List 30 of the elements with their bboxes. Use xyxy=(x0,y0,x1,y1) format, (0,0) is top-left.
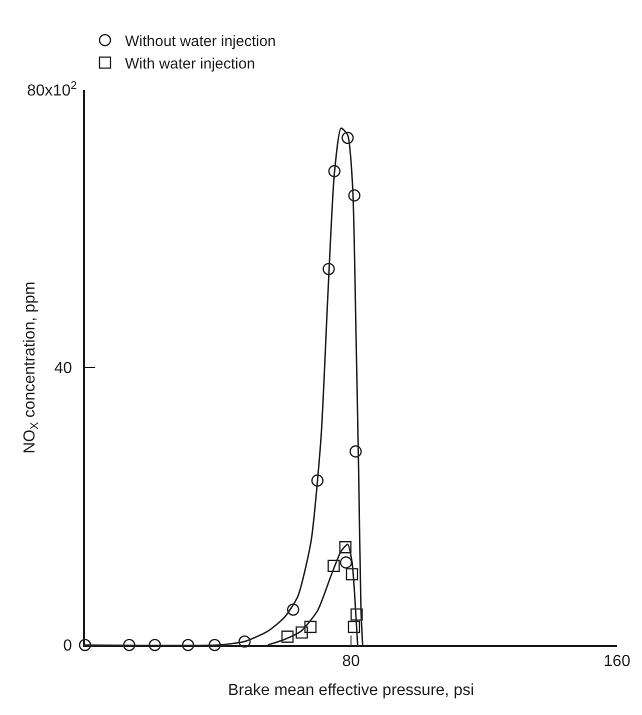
point xyxy=(339,541,352,554)
point xyxy=(78,638,92,652)
point xyxy=(296,626,308,639)
y-tick-label: 0 xyxy=(63,638,72,655)
point xyxy=(340,556,352,569)
point xyxy=(346,568,358,580)
y-tick-label: 40 xyxy=(54,360,72,378)
text: 80x10$^{2}$ xyxy=(27,80,77,100)
point xyxy=(281,630,294,643)
point xyxy=(208,638,221,652)
point xyxy=(350,608,363,621)
x-axis-title: Brake mean effective pressure, psi xyxy=(228,682,474,700)
point xyxy=(348,620,360,634)
point xyxy=(328,165,341,178)
point xyxy=(311,474,324,487)
point xyxy=(238,635,251,648)
legend-label: Without water injection xyxy=(125,33,276,50)
point xyxy=(182,638,194,652)
point xyxy=(304,620,317,634)
legend-label: With water injection xyxy=(125,56,256,72)
point xyxy=(123,638,136,652)
point xyxy=(342,132,354,144)
point xyxy=(350,445,362,458)
x-tick-label: 160 xyxy=(604,652,630,670)
point xyxy=(287,603,300,616)
x-tick-label: 80 xyxy=(342,652,360,670)
point xyxy=(348,189,360,202)
point xyxy=(328,560,340,572)
point xyxy=(322,262,335,276)
point xyxy=(148,638,161,652)
